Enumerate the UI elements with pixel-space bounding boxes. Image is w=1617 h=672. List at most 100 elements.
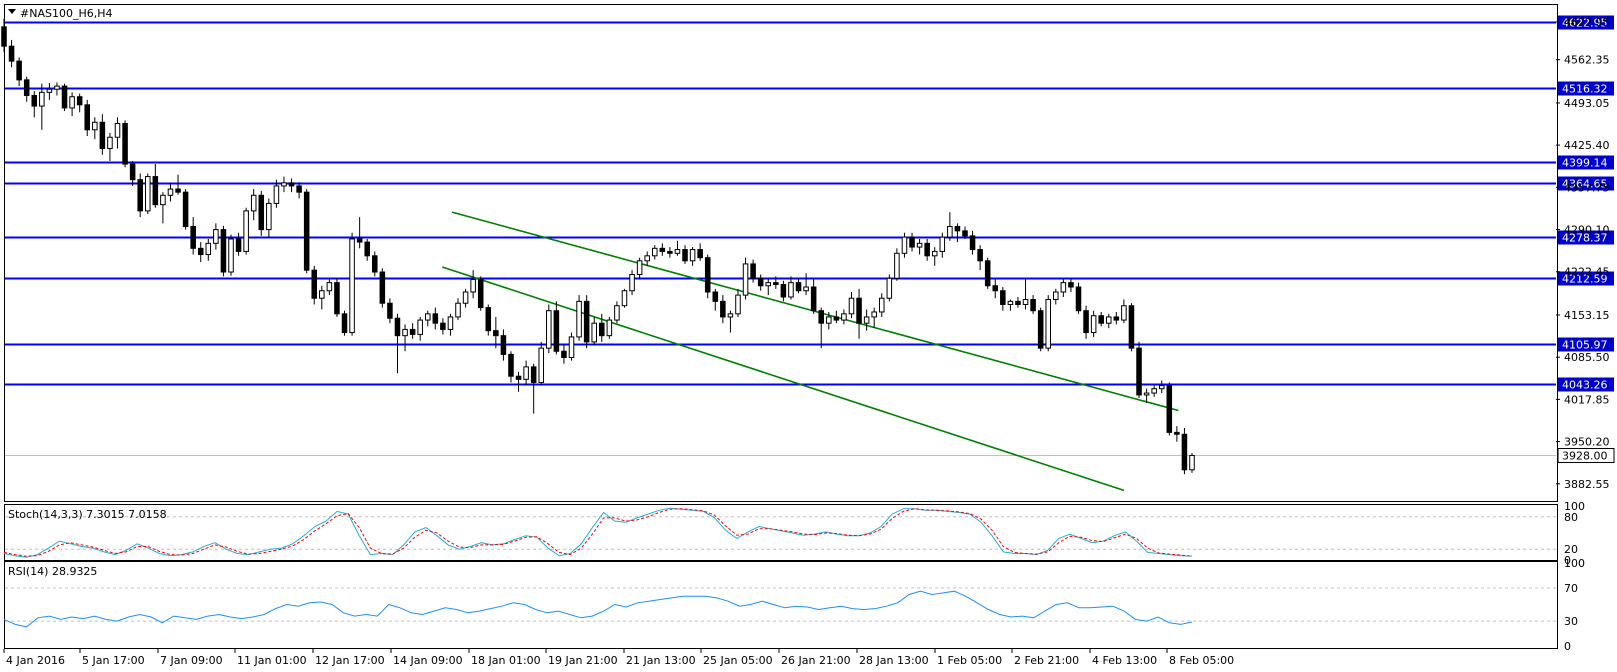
bull-candle <box>228 238 234 273</box>
bear-candle <box>1015 300 1021 305</box>
bear-candle <box>364 241 370 257</box>
level-label: 4622.95 <box>1562 17 1608 30</box>
bear-candle <box>182 191 189 227</box>
time-tick-label: 11 Jan 01:00 <box>237 654 307 667</box>
trend-line <box>451 211 1179 412</box>
bear-candle <box>757 277 764 287</box>
bear-candle <box>561 350 567 359</box>
stoch-pane-frame <box>4 504 1558 561</box>
bear-candle <box>493 330 499 337</box>
bull-candle <box>636 260 643 276</box>
bear-candle <box>341 313 348 334</box>
bear-candle <box>1083 310 1089 334</box>
bull-candle <box>1143 392 1150 396</box>
bear-candle <box>311 269 318 299</box>
bear-candle <box>856 297 862 324</box>
bear-candle <box>599 322 605 337</box>
bear-candle <box>76 96 83 106</box>
bull-candle <box>160 194 166 206</box>
dropdown-triangle-icon[interactable] <box>8 9 16 14</box>
bear-candle <box>61 85 68 109</box>
bull-candle <box>213 229 219 244</box>
bull-candle <box>462 291 469 304</box>
level-label: 4278.37 <box>1562 232 1608 245</box>
bull-candle <box>894 252 900 279</box>
bull-candle <box>273 185 280 204</box>
indicator-tick-label: 80 <box>1564 511 1578 524</box>
bear-candle <box>773 282 779 286</box>
bear-candle <box>440 322 446 330</box>
time-tick-label: 2 Feb 21:00 <box>1014 654 1079 667</box>
bull-candle <box>742 263 749 296</box>
bull-candle <box>621 290 628 307</box>
bear-candle <box>84 104 91 131</box>
bull-candle <box>470 279 476 293</box>
time-tick-label: 28 Jan 13:00 <box>859 654 929 667</box>
bear-candle <box>175 188 181 193</box>
level-label-bg <box>1558 377 1614 392</box>
bear-candle <box>288 182 295 187</box>
bear-candle <box>720 300 726 318</box>
bull-candle <box>1105 316 1112 324</box>
trend-line <box>442 266 1125 492</box>
bear-candle <box>962 230 968 237</box>
bull-candle <box>54 85 60 90</box>
time-tick-label: 18 Jan 01:00 <box>471 654 541 667</box>
price-axis: 4622.95 4562.35 4493.05 4425.40 4357.75 4290.… <box>1556 16 1610 491</box>
bear-candle <box>954 225 961 232</box>
bull-candle <box>901 236 908 254</box>
time-axis: 4 Jan 2016 5 Jan 17:00 7 Jan 09:00 11 Jan 0… <box>3 649 1234 667</box>
bear-candle <box>795 282 802 292</box>
bear-candle <box>296 185 302 193</box>
price-tick-label: 4562.35 <box>1564 54 1610 67</box>
bear-candle <box>984 260 991 287</box>
bull-candle <box>107 136 113 149</box>
bear-candle <box>8 45 15 62</box>
price-tick-label: 4153.15 <box>1564 309 1610 322</box>
indicator-tick-label: 100 <box>1564 557 1585 570</box>
bull-candle <box>651 247 658 257</box>
bear-candle <box>833 316 840 321</box>
bull-candle <box>447 316 454 330</box>
bull-candle <box>250 194 257 212</box>
bull-candle <box>205 242 212 256</box>
time-tick-label: 26 Jan 21:00 <box>781 654 851 667</box>
bear-candle <box>387 302 393 319</box>
level-label: 4516.32 <box>1562 83 1608 96</box>
time-tick-label: 1 Feb 05:00 <box>937 654 1002 667</box>
bull-candle <box>614 305 620 321</box>
bull-candle <box>735 294 741 315</box>
bear-candle <box>750 263 756 279</box>
bull-candle <box>765 282 772 287</box>
bear-candle <box>909 236 915 248</box>
bull-candle <box>167 188 174 196</box>
bear-candle <box>1075 286 1082 312</box>
horizontal-levels[interactable]: 4622.95 4516.32 4399.14 4364.65 4278.37 4212.… <box>5 15 1615 463</box>
trend-channel[interactable] <box>442 211 1179 492</box>
price-tick-label: 4622.95 <box>1564 16 1610 29</box>
bear-candle <box>704 257 711 293</box>
price-tick-label: 3950.20 <box>1564 436 1610 449</box>
rsi-title: RSI(14) 28.9325 <box>8 565 97 578</box>
time-tick-label: 5 Jan 17:00 <box>82 654 145 667</box>
indicator-tick-label: 70 <box>1564 582 1578 595</box>
bull-candle <box>402 328 408 337</box>
bull-candle <box>523 366 529 380</box>
bear-candle <box>515 375 522 380</box>
bear-candle <box>924 242 930 257</box>
bear-candle <box>394 317 401 337</box>
time-tick-label: 8 Feb 05:00 <box>1169 654 1234 667</box>
bull-candle <box>1090 315 1097 334</box>
bear-candle <box>583 300 590 343</box>
bear-candle <box>190 225 196 249</box>
price-tick-label: 3882.55 <box>1564 478 1610 491</box>
bear-candle <box>477 279 484 309</box>
bear-candle <box>712 291 719 302</box>
level-label-bg <box>1558 15 1614 30</box>
bear-candle <box>500 335 507 355</box>
bull-candle <box>92 121 98 131</box>
bear-candle <box>152 176 159 206</box>
current-price-bg <box>1557 448 1615 463</box>
